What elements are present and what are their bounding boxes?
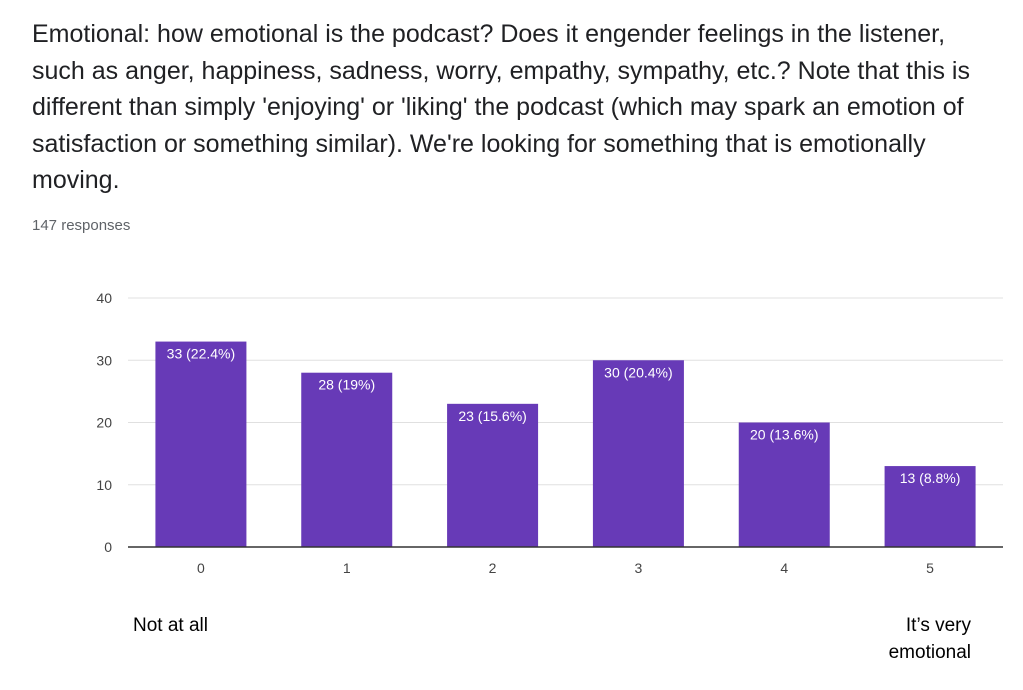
question-title: Emotional: how emotional is the podcast?… (32, 20, 970, 194)
y-axis-ticks: 0 10 20 30 40 (96, 290, 112, 555)
bar (738, 422, 830, 547)
bar-data-label: 20 (13.6%) (750, 427, 818, 443)
bar (447, 403, 539, 547)
y-tick-label: 30 (96, 352, 112, 368)
scale-low-label: Not at all (133, 615, 208, 636)
bar-data-label: 33 (22.4%) (167, 346, 235, 362)
x-tick-label: 4 (780, 560, 788, 576)
scale-high-label: It’s very emotional (888, 615, 971, 663)
bar (155, 341, 247, 547)
x-tick-label: 3 (635, 560, 643, 576)
y-tick-label: 20 (96, 415, 112, 431)
bar-data-label: 13 (8.8%) (900, 470, 961, 486)
bar (884, 466, 976, 547)
bars (155, 341, 976, 547)
bar-data-label: 23 (15.6%) (458, 408, 526, 424)
gridlines (128, 297, 1003, 486)
bar (592, 360, 684, 547)
x-axis-ticks: 0 1 2 3 4 5 (197, 560, 934, 576)
bar-data-label: 30 (20.4%) (604, 364, 672, 380)
bar-data-label: 28 (19%) (318, 377, 375, 393)
data-labels: 33 (22.4%) 28 (19%) 23 (15.6%) 30 (20.4%) 20… (167, 346, 961, 487)
y-tick-label: 10 (96, 477, 112, 493)
response-count: 147 responses (32, 217, 131, 234)
x-tick-label: 0 (197, 560, 205, 576)
x-tick-label: 2 (489, 560, 497, 576)
y-tick-label: 0 (104, 539, 112, 555)
x-tick-label: 1 (343, 560, 351, 576)
x-tick-label: 5 (926, 560, 934, 576)
bar (301, 372, 393, 547)
y-tick-label: 40 (96, 290, 112, 306)
